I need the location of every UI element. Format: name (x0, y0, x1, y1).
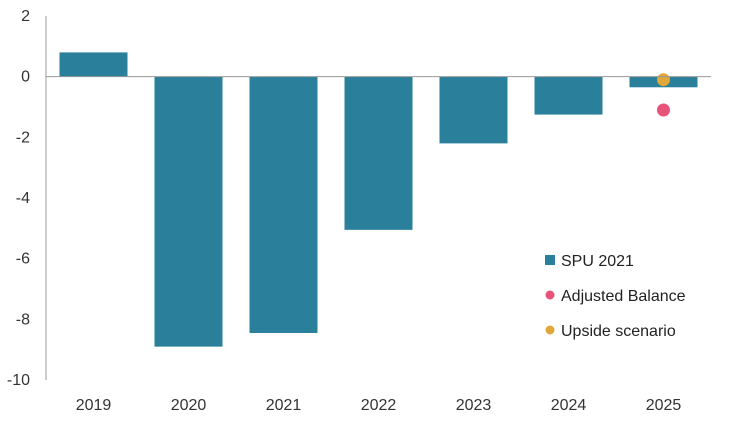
bar-2020 (154, 76, 223, 347)
legend-swatch-point (545, 325, 555, 335)
bars-layer (59, 52, 698, 347)
x-tick-label: 2022 (361, 397, 397, 414)
bar-2024 (534, 76, 603, 115)
y-tick-label: -8 (16, 311, 30, 328)
bar-2019 (59, 52, 128, 77)
upside-scenario-point (657, 73, 670, 87)
x-tick-label: 2021 (266, 397, 302, 414)
legend-swatch-point (545, 290, 555, 300)
x-tick-labels: 2019 2020 2021 2022 2023 2024 2025 (76, 397, 682, 414)
points-layer (657, 73, 670, 117)
y-tick-label: -2 (16, 129, 30, 146)
y-tick-label: -4 (16, 190, 30, 207)
legend-label: Upside scenario (561, 323, 676, 340)
y-tick-labels: 2 0 -2 -4 -6 -8 -10 (7, 8, 30, 389)
axes-layer (45, 16, 711, 380)
x-tick-label: 2019 (76, 397, 112, 414)
y-tick-label: -10 (7, 372, 30, 389)
y-tick-label: 0 (21, 69, 30, 86)
y-tick-label: -6 (16, 251, 30, 268)
legend: SPU 2021 Adjusted Balance Upside scenario (545, 253, 686, 340)
legend-label: SPU 2021 (561, 253, 634, 270)
x-tick-label: 2024 (551, 397, 587, 414)
legend-swatch-bar (545, 255, 555, 265)
legend-label: Adjusted Balance (561, 288, 686, 305)
adjusted-balance-point (657, 103, 670, 117)
x-tick-label: 2020 (171, 397, 207, 414)
bar-2021 (249, 76, 318, 333)
bar-2022 (344, 76, 413, 230)
bar-2023 (439, 76, 508, 144)
x-tick-label: 2025 (646, 397, 682, 414)
y-tick-label: 2 (21, 8, 30, 25)
x-tick-label: 2023 (456, 397, 492, 414)
